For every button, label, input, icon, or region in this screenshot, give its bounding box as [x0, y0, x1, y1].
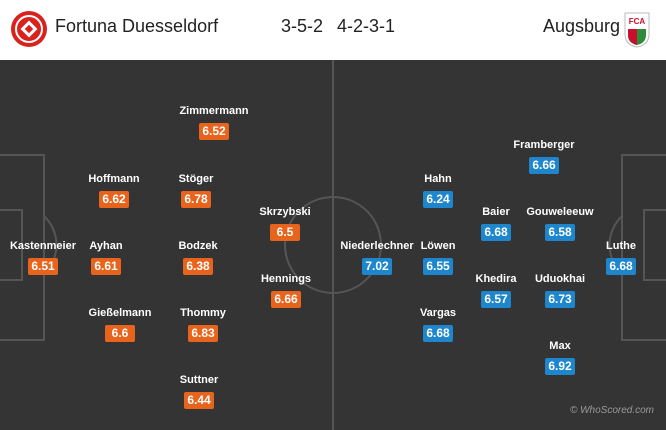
- player-kastenmeier[interactable]: Kastenmeier 6.51: [0, 240, 103, 275]
- player-ayhan[interactable]: Ayhan 6.61: [46, 240, 166, 275]
- player-suttner[interactable]: Suttner 6.44: [139, 374, 259, 409]
- player-skrzybski[interactable]: Skrzybski 6.5: [225, 206, 345, 241]
- player-rating: 6.52: [199, 123, 229, 140]
- player-rating: 6.51: [28, 258, 58, 275]
- player-rating: 6.68: [481, 224, 511, 241]
- augsburg-logo-text: FCA: [629, 17, 646, 26]
- fortuna-duesseldorf-logo: [11, 11, 47, 47]
- player-rating: 7.02: [362, 258, 392, 275]
- away-team-name[interactable]: Augsburg: [542, 16, 620, 36]
- player-name: Framberger: [513, 139, 575, 151]
- player-name: Hahn: [424, 173, 452, 185]
- player-name: Niederlechner: [340, 240, 414, 252]
- player-name: Khedira: [475, 273, 517, 285]
- pitch: Kastenmeier 6.51 Hoffmann 6.62 Ayhan 6.6…: [0, 60, 666, 430]
- player-vargas[interactable]: Vargas 6.68: [378, 307, 498, 342]
- player-rating: 6.61: [91, 258, 121, 275]
- player-khedira[interactable]: Khedira 6.57: [436, 273, 556, 308]
- player-rating: 6.68: [606, 258, 636, 275]
- player-rating: 6.55: [423, 258, 453, 275]
- home-goal-box: [0, 209, 23, 281]
- player-rating: 6.92: [545, 358, 575, 375]
- player-hennings[interactable]: Hennings 6.66: [226, 273, 346, 308]
- player-uduokhai[interactable]: Uduokhai 6.73: [500, 273, 620, 308]
- player-zimmermann[interactable]: Zimmermann 6.52: [154, 105, 274, 140]
- player-name: Hennings: [260, 273, 312, 285]
- player-rating: 6.66: [271, 291, 301, 308]
- player-name: Vargas: [419, 307, 457, 319]
- away-goal-box: [643, 209, 666, 281]
- player-rating: 6.5: [270, 224, 300, 241]
- player-name: Gießelmann: [88, 307, 152, 319]
- player-rating: 6.6: [105, 325, 135, 342]
- player-giesselmann[interactable]: Gießelmann 6.6: [60, 307, 180, 342]
- player-rating: 6.44: [184, 392, 214, 409]
- player-name: Löwen: [420, 240, 456, 252]
- player-name: Max: [549, 340, 571, 352]
- player-name: Ayhan: [89, 240, 123, 252]
- center-circle: [284, 196, 382, 294]
- player-name: Suttner: [179, 374, 219, 386]
- player-lowen[interactable]: Löwen 6.55: [378, 240, 498, 275]
- pitch-markings: [0, 60, 666, 430]
- player-rating: 6.66: [529, 157, 559, 174]
- player-name: Zimmermann: [179, 105, 249, 117]
- player-rating: 6.83: [188, 325, 218, 342]
- player-hoffmann[interactable]: Hoffmann 6.62: [54, 173, 174, 208]
- player-name: Bodzek: [178, 240, 218, 252]
- player-hahn[interactable]: Hahn 6.24: [378, 173, 498, 208]
- player-max[interactable]: Max 6.92: [500, 340, 620, 375]
- player-rating: 6.38: [183, 258, 213, 275]
- player-luthe[interactable]: Luthe 6.68: [561, 240, 666, 275]
- home-penalty-box: [0, 154, 45, 341]
- player-rating: 6.24: [423, 191, 453, 208]
- player-name: Stöger: [178, 173, 214, 185]
- player-stoger[interactable]: Stöger 6.78: [136, 173, 256, 208]
- player-rating: 6.68: [423, 325, 453, 342]
- player-name: Kastenmeier: [9, 240, 77, 252]
- away-formation: 4-2-3-1: [337, 16, 396, 36]
- player-rating: 6.78: [181, 191, 211, 208]
- player-rating: 6.62: [99, 191, 129, 208]
- player-name: Luthe: [606, 240, 636, 252]
- player-rating: 6.57: [481, 291, 511, 308]
- player-niederlechner[interactable]: Niederlechner 7.02: [317, 240, 437, 275]
- match-header: Fortuna Duesseldorf 3-5-2 4-2-3-1 Augsbu…: [0, 0, 666, 60]
- player-name: Skrzybski: [259, 206, 311, 218]
- whoscored-watermark: © WhoScored.com: [569, 405, 654, 416]
- player-baier[interactable]: Baier 6.68: [436, 206, 556, 241]
- home-team-name[interactable]: Fortuna Duesseldorf: [55, 16, 219, 36]
- player-bodzek[interactable]: Bodzek 6.38: [138, 240, 258, 275]
- player-framberger[interactable]: Framberger 6.66: [484, 139, 604, 174]
- player-name: Baier: [482, 206, 510, 218]
- away-penalty-box: [621, 154, 666, 341]
- player-name: Thommy: [180, 307, 226, 319]
- augsburg-logo: FCA: [624, 12, 650, 48]
- player-rating: 6.58: [545, 224, 575, 241]
- player-name: Hoffmann: [88, 173, 140, 185]
- player-name: Gouweleeuw: [526, 206, 594, 218]
- player-rating: 6.73: [545, 291, 575, 308]
- player-thommy[interactable]: Thommy 6.83: [143, 307, 263, 342]
- home-formation: 3-5-2: [281, 16, 324, 36]
- player-name: Uduokhai: [534, 273, 586, 285]
- player-gouweleeuw[interactable]: Gouweleeuw 6.58: [500, 206, 620, 241]
